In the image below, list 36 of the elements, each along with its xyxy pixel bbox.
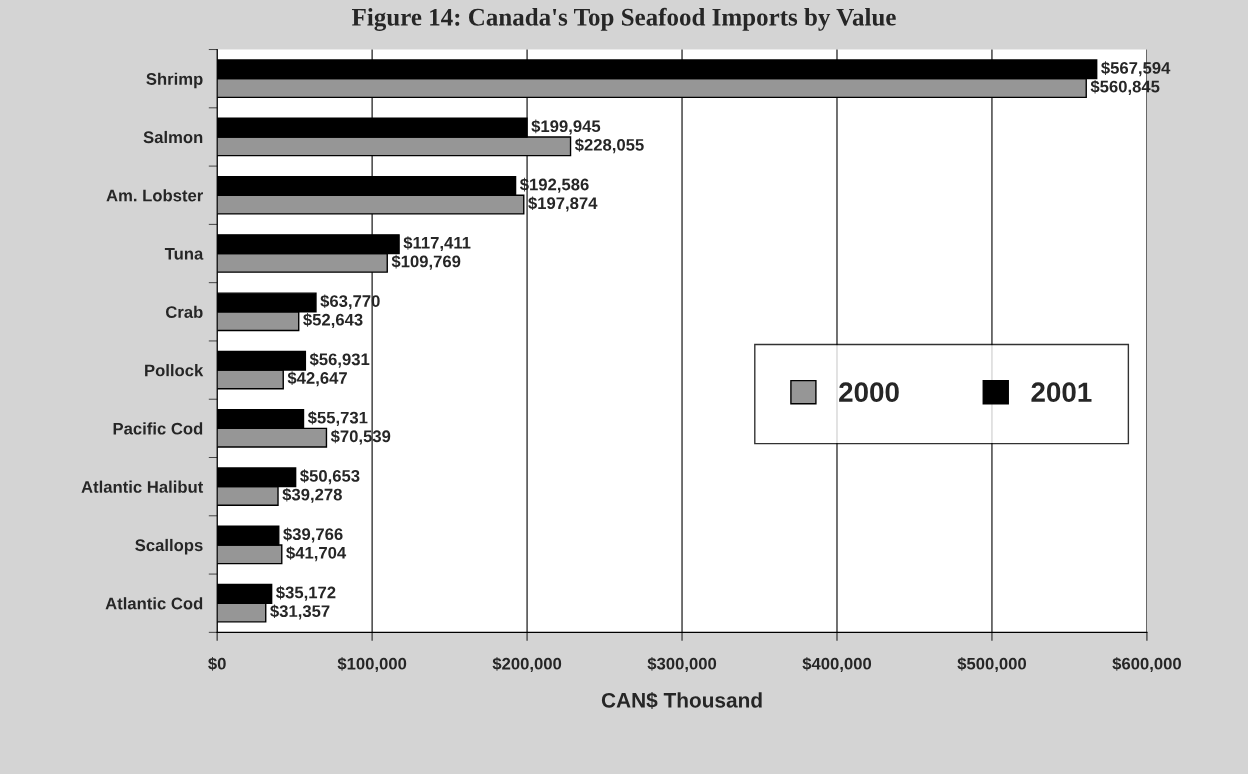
data-label: $31,357 bbox=[270, 604, 330, 620]
y-tick-label: Shrimp bbox=[146, 72, 203, 89]
data-label: $56,931 bbox=[309, 352, 370, 368]
y-tick-label: Salmon bbox=[143, 130, 203, 144]
legend-label: 2000 bbox=[839, 382, 899, 403]
x-tick-label: $300,000 bbox=[647, 657, 717, 673]
y-tick-label: Atlantic Cod bbox=[105, 597, 203, 610]
data-label: $41,704 bbox=[286, 546, 347, 562]
data-label: $199,945 bbox=[531, 119, 601, 135]
y-tick-label: Pollock bbox=[145, 364, 204, 377]
x-axis-title: CAN$ Thousand bbox=[601, 691, 762, 709]
data-label: $197,874 bbox=[528, 196, 598, 212]
x-tick-label: $500,000 bbox=[957, 657, 1027, 673]
y-tick-label: Atlantic Halibut bbox=[81, 480, 204, 493]
y-tick-label: Pacific Cod bbox=[113, 422, 203, 435]
data-label: $52,643 bbox=[303, 313, 363, 329]
y-tick-label: Scallops bbox=[135, 538, 203, 555]
x-tick-label: $400,000 bbox=[802, 657, 872, 673]
data-label: $42,647 bbox=[287, 371, 347, 387]
y-tick-label: Am. Lobster bbox=[106, 189, 204, 202]
data-label: $228,055 bbox=[574, 138, 644, 154]
x-tick-label: $0 bbox=[208, 657, 226, 671]
data-label: $50,653 bbox=[300, 469, 360, 485]
data-label: $55,731 bbox=[307, 410, 368, 426]
x-tick-label: $600,000 bbox=[1112, 657, 1181, 673]
legend-label: 2001 bbox=[1031, 382, 1092, 403]
data-label: $109,769 bbox=[391, 254, 461, 270]
chart-title: Figure 14: Canada's Top Seafood Imports by Value bbox=[351, 7, 896, 31]
data-label: $39,766 bbox=[283, 527, 343, 543]
data-label: $117,411 bbox=[403, 236, 471, 252]
y-tick-label: Tuna bbox=[164, 248, 204, 260]
x-tick-label: $200,000 bbox=[492, 657, 562, 673]
data-label: $39,278 bbox=[282, 487, 342, 503]
y-tick-label: Crab bbox=[165, 305, 203, 319]
data-label: $35,172 bbox=[276, 585, 336, 601]
x-tick-label: $100,000 bbox=[337, 657, 407, 673]
